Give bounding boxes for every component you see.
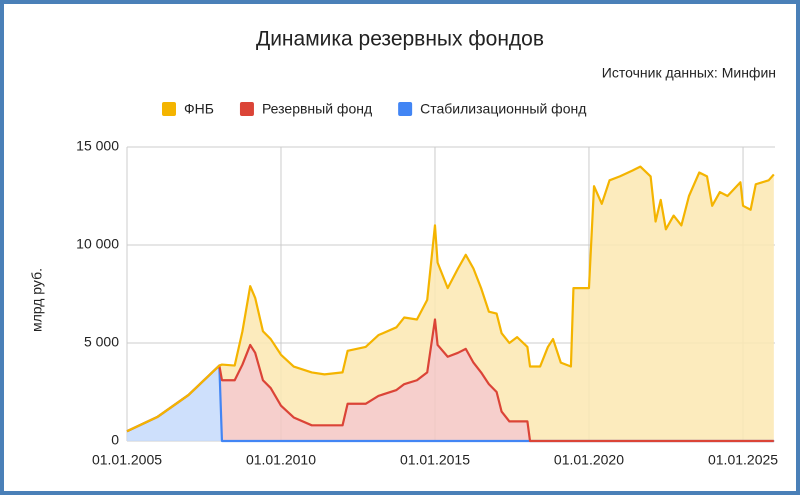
legend-label: ФНБ xyxy=(184,101,214,117)
x-tick-label: 01.01.2005 xyxy=(92,452,162,468)
area-fill xyxy=(127,319,774,441)
chart-title: Динамика резервных фондов xyxy=(256,28,544,51)
legend-swatch xyxy=(162,102,176,116)
y-tick-label: 10 000 xyxy=(76,236,119,252)
legend-label: Резервный фонд xyxy=(262,101,372,117)
area-line xyxy=(126,165,775,433)
y-tick-label: 5 000 xyxy=(84,334,119,350)
y-tick-label: 0 xyxy=(111,432,119,448)
x-tick-label: 01.01.2020 xyxy=(554,452,624,468)
legend-swatch xyxy=(239,102,254,116)
area-fill xyxy=(127,166,774,441)
x-tick-label: 01.01.2015 xyxy=(400,452,470,468)
y-axis-label: млрд руб. xyxy=(29,268,45,332)
area-fill xyxy=(127,365,774,441)
chart-subtitle: Источник данных: Минфин xyxy=(602,65,776,81)
legend-swatch xyxy=(398,102,413,116)
area-line xyxy=(126,318,774,443)
x-tick-label: 01.01.2010 xyxy=(246,452,316,468)
y-tick-label: 15 000 xyxy=(76,138,119,154)
x-tick-label: 01.01.2025 xyxy=(708,452,778,468)
legend-label: Стабилизационный фонд xyxy=(420,101,586,117)
